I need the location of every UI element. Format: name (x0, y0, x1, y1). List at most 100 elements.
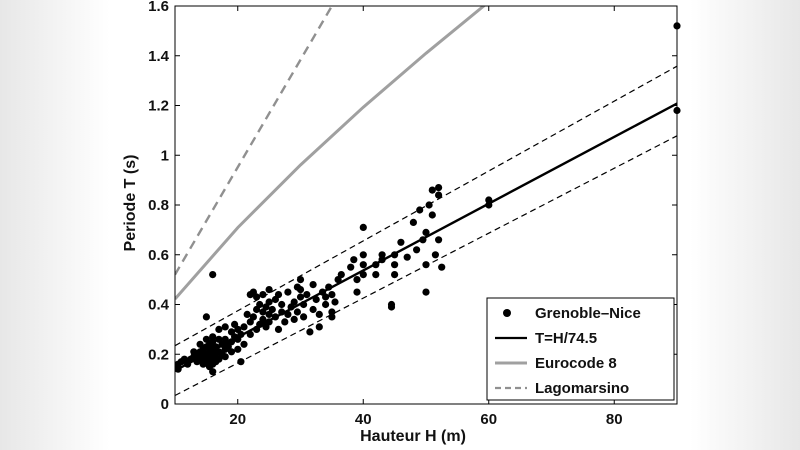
data-point (249, 313, 257, 321)
legend-box (486, 297, 675, 401)
data-point (485, 196, 493, 204)
data-point (419, 236, 427, 244)
data-point (309, 305, 317, 314)
data-point (322, 300, 330, 309)
data-point (425, 201, 433, 209)
data-point (265, 318, 273, 326)
data-point (265, 286, 273, 294)
data-point (422, 228, 430, 236)
legend-label-eurocode-8: Eurocode 8 (535, 355, 617, 372)
data-point (413, 246, 421, 254)
data-point (240, 323, 248, 331)
data-point (372, 261, 380, 269)
data-point (227, 348, 236, 356)
data-point (435, 184, 443, 192)
x-tick-label: 20 (229, 411, 246, 428)
data-point (237, 330, 245, 338)
data-point (435, 191, 443, 199)
x-tick-label: 80 (606, 411, 623, 428)
data-point (337, 271, 345, 279)
data-point (209, 333, 217, 341)
data-point (253, 293, 261, 301)
data-point (309, 281, 317, 289)
series-line-lagomarsino (175, 6, 333, 276)
data-point (259, 291, 267, 299)
data-point (353, 276, 361, 284)
data-point (359, 271, 367, 279)
data-point (296, 276, 305, 284)
data-point (290, 315, 298, 323)
y-tick-label: 0.2 (148, 346, 169, 363)
data-point (284, 288, 292, 296)
y-tick-label: 0.6 (148, 247, 169, 264)
data-point (422, 261, 430, 269)
data-point (278, 308, 286, 316)
data-point (240, 340, 248, 348)
data-point (256, 300, 264, 309)
data-point (485, 201, 493, 209)
legend-label-grenoble-nice: Grenoble–Nice (535, 305, 641, 322)
y-tick-label: 1 (161, 147, 169, 164)
data-point (268, 305, 276, 314)
data-point (350, 256, 358, 264)
data-point (234, 345, 242, 353)
data-point (353, 288, 361, 296)
x-tick-label: 60 (480, 411, 497, 428)
data-point (328, 291, 336, 299)
data-point (431, 251, 439, 259)
data-point (438, 263, 446, 271)
data-point (274, 325, 283, 333)
data-point (278, 300, 286, 309)
data-point (259, 315, 267, 323)
data-point (265, 298, 273, 306)
data-point (428, 211, 436, 219)
data-point (347, 263, 355, 271)
data-point (221, 353, 229, 361)
legend-label-lagomarsino: Lagomarsino (535, 380, 629, 397)
data-point (296, 286, 305, 294)
data-point (409, 218, 417, 226)
y-tick-label: 0.4 (148, 297, 170, 314)
data-point (331, 298, 339, 306)
data-point (215, 325, 223, 333)
data-point (174, 365, 182, 373)
data-point (391, 271, 399, 279)
y-tick-label: 1.6 (148, 0, 169, 15)
data-point (274, 291, 283, 299)
data-point (281, 318, 289, 326)
data-point (300, 313, 308, 321)
data-point (284, 310, 292, 318)
data-point (237, 358, 245, 366)
data-point (322, 293, 330, 301)
data-point (328, 308, 336, 316)
data-point (315, 310, 323, 318)
data-point (359, 251, 367, 259)
data-point (246, 330, 254, 338)
y-tick-label: 0.8 (148, 197, 169, 214)
data-point (209, 271, 217, 279)
data-point (428, 186, 436, 194)
data-point (359, 261, 367, 269)
data-point (300, 300, 308, 309)
data-point (315, 323, 323, 331)
y-tick-label: 0 (161, 396, 169, 413)
data-point (387, 300, 396, 309)
data-point (293, 308, 301, 316)
data-point (312, 295, 320, 304)
data-point (403, 253, 411, 261)
data-point (296, 293, 305, 301)
data-point (378, 256, 386, 264)
y-tick-label: 1.2 (148, 98, 169, 115)
data-point (422, 288, 430, 296)
data-point (209, 368, 217, 376)
data-point (202, 313, 210, 321)
data-point (391, 261, 399, 269)
data-point (372, 271, 380, 279)
data-point (397, 238, 405, 246)
data-point (325, 283, 333, 291)
data-point (243, 310, 251, 318)
data-point (221, 335, 229, 343)
data-point (221, 323, 229, 331)
data-point (391, 251, 399, 259)
